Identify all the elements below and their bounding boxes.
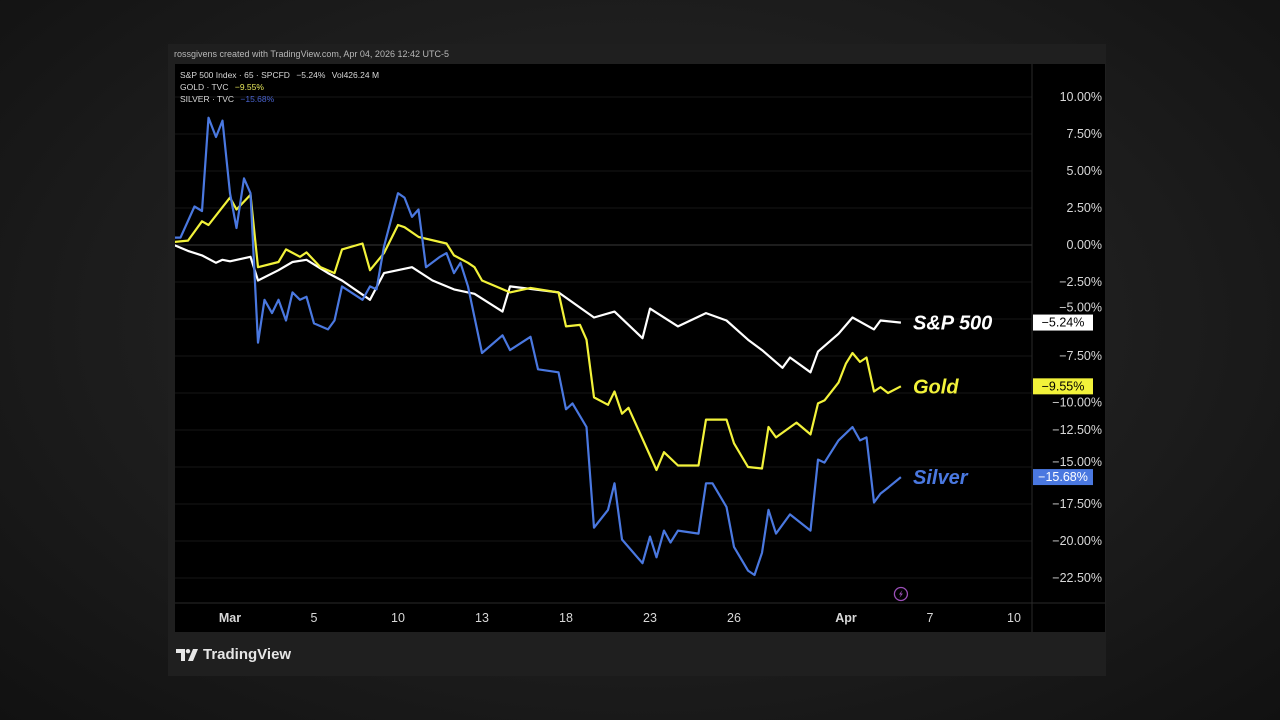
legend-change: −9.55% xyxy=(234,82,264,92)
legend-label: S&P 500 Index · 65 · SPCFD xyxy=(180,70,290,80)
x-tick-label: 18 xyxy=(559,611,573,625)
last-value-tag xyxy=(1033,378,1093,395)
last-value-label: −15.68% xyxy=(1038,470,1088,484)
legend-gold[interactable]: GOLD · TVC −9.55% xyxy=(180,81,379,93)
x-tick-label: 7 xyxy=(927,611,934,625)
y-tick-label: 7.50% xyxy=(1067,127,1102,141)
series-line-silver xyxy=(174,116,902,577)
chart-area[interactable]: 10.00% 7.50% 5.00% 2.50% 0.00% −2.50% −5.00% −7… xyxy=(173,64,1105,632)
y-tick-label: −2.50% xyxy=(1059,275,1102,289)
x-tick-label: 5 xyxy=(311,611,318,625)
last-value-tag xyxy=(1033,314,1093,331)
series-line-s-p-500 xyxy=(173,243,902,374)
last-value-label: −5.24% xyxy=(1042,316,1085,330)
x-tick-label: 10 xyxy=(391,611,405,625)
last-value-tag xyxy=(1033,469,1093,486)
legend-label: SILVER · TVC xyxy=(180,94,235,104)
tradingview-logo[interactable]: TradingView xyxy=(176,646,291,663)
y-tick-label: −5.00% xyxy=(1059,301,1102,315)
y-tick-label: −15.00% xyxy=(1052,455,1102,469)
y-tick-label: 10.00% xyxy=(1060,90,1102,104)
legend-sp500[interactable]: S&P 500 Index · 65 · SPCFD −5.24% Vol426… xyxy=(180,69,379,81)
y-tick-label: 5.00% xyxy=(1067,164,1102,178)
legend-change: −5.24% xyxy=(296,70,326,80)
tradingview-logo-icon xyxy=(176,648,198,661)
series-legend: S&P 500 Index · 65 · SPCFD −5.24% Vol426… xyxy=(180,69,379,105)
x-tick-label: 26 xyxy=(727,611,741,625)
legend-change: −15.68% xyxy=(240,94,275,104)
x-tick-label: Mar xyxy=(219,611,241,625)
series-name-label: Gold xyxy=(913,376,959,398)
y-tick-label: −20.00% xyxy=(1052,534,1102,548)
logo-text: TradingView xyxy=(203,646,292,663)
last-value-label: −9.55% xyxy=(1042,379,1085,393)
legend-label: GOLD · TVC xyxy=(180,82,229,92)
y-tick-label: 0.00% xyxy=(1067,238,1102,252)
y-tick-label: −7.50% xyxy=(1059,349,1102,363)
chart-credit: rossgivens created with TradingView.com,… xyxy=(174,49,449,59)
y-tick-label: −22.50% xyxy=(1052,571,1102,585)
lightning-event-icon xyxy=(893,586,909,602)
y-tick-label: 2.50% xyxy=(1067,201,1102,215)
x-tick-label: 10 xyxy=(1007,611,1021,625)
legend-silver[interactable]: SILVER · TVC −15.68% xyxy=(180,93,379,105)
series-line-gold xyxy=(173,193,902,472)
y-tick-label: −17.50% xyxy=(1052,497,1102,511)
x-tick-label: Apr xyxy=(835,611,857,625)
x-tick-label: 13 xyxy=(475,611,489,625)
legend-volume: Vol426.24 M xyxy=(331,70,380,80)
series-name-label: Silver xyxy=(913,467,969,489)
chart-svg[interactable]: 10.00% 7.50% 5.00% 2.50% 0.00% −2.50% −5.00% −7… xyxy=(173,64,1105,632)
series-name-label: S&P 500 xyxy=(913,313,992,335)
lightning-bolt-icon xyxy=(898,590,903,598)
y-tick-label: −10.00% xyxy=(1052,395,1102,409)
x-tick-label: 23 xyxy=(643,611,657,625)
y-tick-label: −12.50% xyxy=(1052,423,1102,437)
